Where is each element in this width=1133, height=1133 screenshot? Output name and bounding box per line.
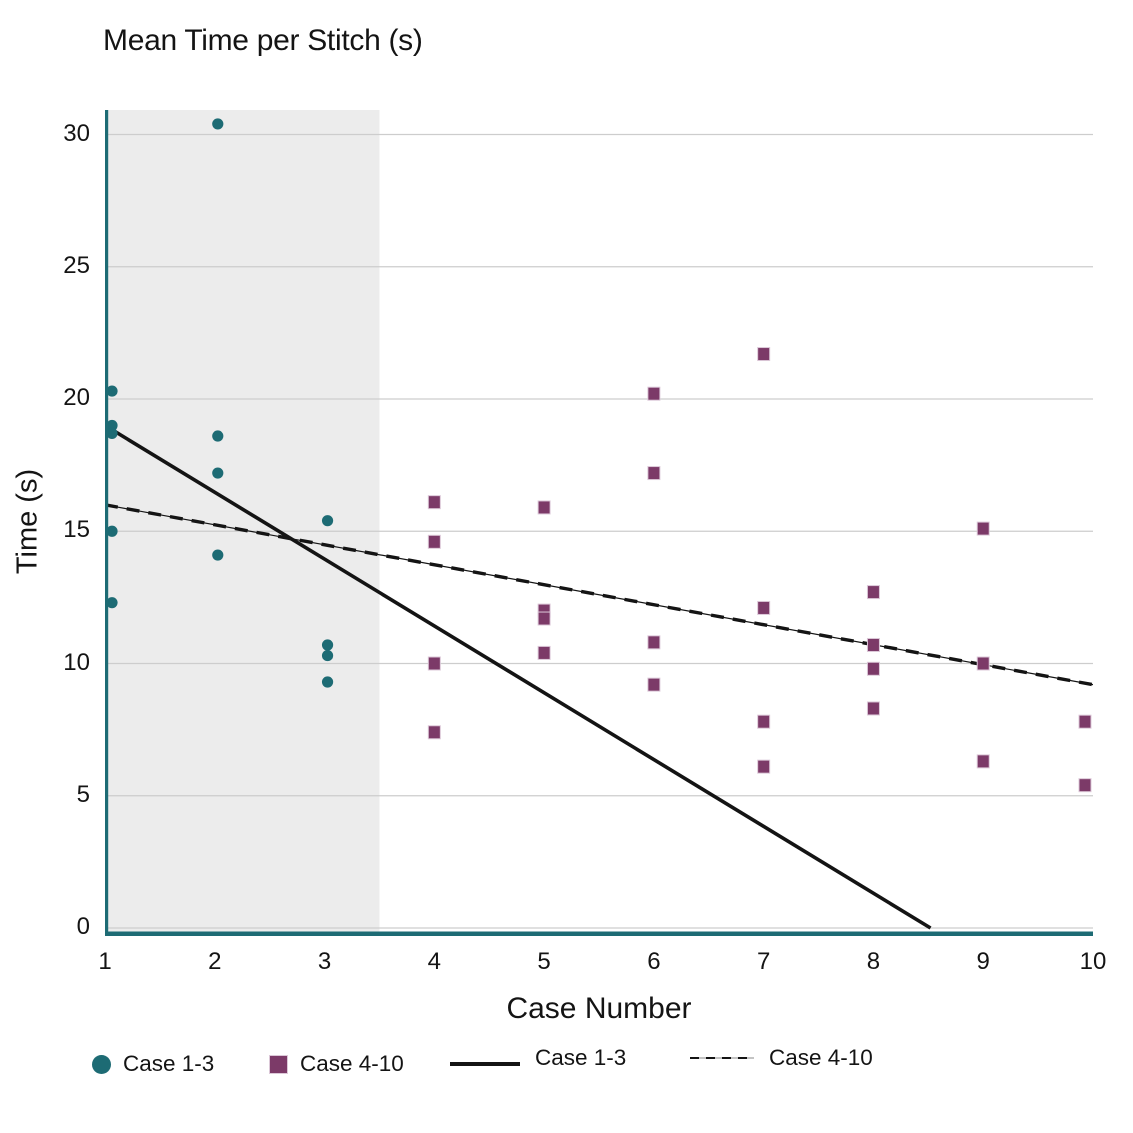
y-tick-label-25: 25 [63, 251, 90, 279]
data-point-square-case4 [427, 656, 441, 671]
x-tick-label-3: 3 [317, 948, 332, 975]
square-marker-icon [269, 1054, 288, 1074]
data-point-square-case5 [537, 645, 551, 660]
data-point-square-case10 [1078, 714, 1092, 729]
data-point-circle-case3 [321, 649, 334, 662]
chart-title: Mean Time per Stitch (s) [103, 24, 423, 57]
data-point-square-case7 [757, 347, 771, 362]
legend-label: Case 1-3 [123, 1051, 215, 1076]
legend-label: Case 1-3 [535, 1045, 627, 1070]
data-point-square-case9 [976, 754, 990, 769]
data-point-square-case8 [866, 661, 880, 676]
data-point-square-case7 [757, 759, 771, 774]
data-point-square-case6 [647, 635, 661, 650]
legend-item-points-case-4-10: Case 4-10 [269, 1044, 404, 1084]
data-point-square-case7 [757, 714, 771, 729]
y-tick-label-30: 30 [63, 119, 90, 147]
x-tick-label-5: 5 [537, 948, 551, 975]
x-tick-label-8: 8 [866, 948, 881, 975]
data-point-square-case8 [866, 701, 880, 716]
data-point-circle-case1 [106, 385, 118, 397]
data-point-square-case6 [647, 677, 661, 692]
data-point-square-case8 [866, 585, 880, 600]
legend-label: Case 4-10 [300, 1051, 404, 1076]
legend-item-trend-case-1-3: Case 1-3 [450, 1044, 626, 1084]
trend-line-solid-Case 1-3 [105, 423, 932, 930]
data-point-square-case4 [427, 725, 441, 740]
data-point-square-case9 [976, 656, 990, 671]
data-point-circle-case2 [212, 549, 224, 561]
legend-item-points-case-1-3: Case 1-3 [92, 1044, 214, 1084]
data-point-square-case5 [537, 500, 551, 515]
y-tick-label-20: 20 [63, 384, 90, 411]
legend-label: Case 4-10 [769, 1045, 873, 1070]
data-point-circle-case3 [321, 676, 334, 688]
y-tick-label-0: 0 [76, 913, 90, 940]
data-point-circle-case3 [321, 639, 334, 651]
x-tick-label-7: 7 [756, 948, 771, 975]
data-point-square-case6 [647, 466, 661, 481]
solid-line-icon [450, 1062, 520, 1066]
data-point-circle-case1 [106, 525, 118, 537]
data-point-circle-case2 [212, 430, 224, 442]
data-point-circle-case2 [212, 467, 224, 479]
y-tick-label-5: 5 [76, 780, 90, 808]
data-point-square-case5 [537, 611, 551, 626]
data-point-circle-case2 [212, 118, 224, 130]
data-point-circle-case1 [106, 427, 118, 439]
y-tick-label-10: 10 [63, 648, 90, 676]
legend-item-trend-case-4-10: Case 4-10 [690, 1044, 873, 1084]
x-tick-label-2: 2 [208, 948, 222, 975]
x-tick-label-6: 6 [647, 948, 661, 975]
x-tick-label-9: 9 [976, 948, 990, 975]
x-tick-label-1: 1 [98, 948, 112, 975]
data-point-square-case10 [1078, 778, 1092, 793]
data-point-square-case4 [427, 495, 441, 510]
shaded-region-cases-1-3 [105, 110, 380, 932]
x-axis-title: Case Number [506, 992, 692, 1025]
x-tick-label-10: 10 [1079, 948, 1107, 975]
data-point-square-case6 [647, 386, 661, 401]
data-point-circle-case1 [106, 597, 118, 609]
legend: Case 1-3 Case 4-10 Case 1-3 Case 4-10 [0, 1044, 1133, 1084]
data-point-circle-case1 [106, 419, 118, 432]
data-point-square-case8 [866, 637, 880, 652]
trend-line-dashed-Case 4-10 [105, 503, 1093, 687]
y-axis-line [105, 110, 109, 936]
plot-area [105, 110, 1093, 936]
data-point-square-case4 [427, 534, 441, 549]
y-tick-label-15: 15 [63, 516, 90, 544]
data-point-square-case7 [757, 600, 771, 615]
x-tick-label-4: 4 [427, 948, 441, 975]
dashed-line-icon [690, 1057, 754, 1059]
circle-marker-icon [92, 1054, 111, 1074]
data-point-square-case9 [976, 521, 990, 536]
data-point-circle-case3 [321, 515, 334, 527]
x-axis-line [105, 931, 1093, 936]
